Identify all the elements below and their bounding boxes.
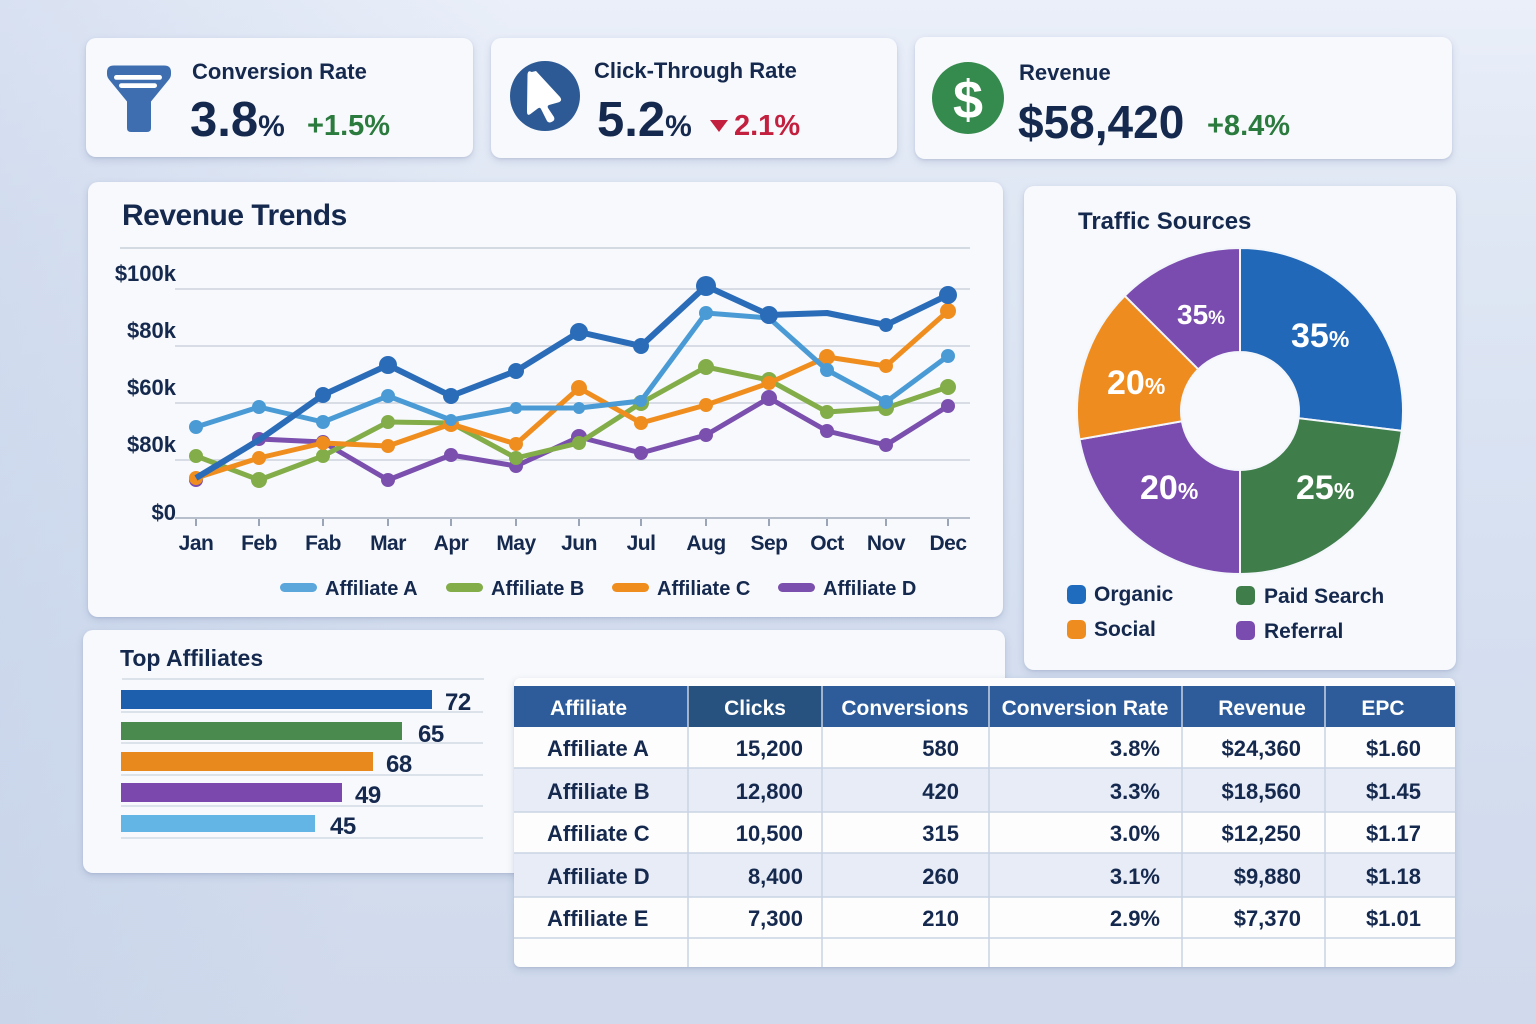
- svg-text:$80k: $80k: [127, 432, 177, 457]
- svg-text:65: 65: [418, 721, 444, 748]
- svg-text:12,800: 12,800: [736, 779, 803, 804]
- svg-text:Affiliate: Affiliate: [550, 697, 627, 720]
- svg-text:15,200: 15,200: [736, 736, 803, 761]
- svg-text:68: 68: [386, 751, 412, 778]
- svg-text:May: May: [496, 532, 536, 555]
- svg-text:Affiliate A: Affiliate A: [325, 578, 418, 600]
- svg-text:580: 580: [922, 736, 959, 761]
- svg-text:EPC: EPC: [1361, 697, 1404, 720]
- svg-text:Fab: Fab: [305, 532, 341, 555]
- svg-text:Sep: Sep: [750, 532, 787, 555]
- svg-text:$100k: $100k: [115, 261, 177, 286]
- svg-text:260: 260: [922, 864, 959, 889]
- svg-text:$1.45: $1.45: [1366, 779, 1421, 804]
- svg-text:Social: Social: [1094, 618, 1156, 641]
- svg-text:$1.01: $1.01: [1366, 906, 1421, 931]
- svg-text:Affiliate B: Affiliate B: [547, 779, 650, 804]
- svg-text:$1.17: $1.17: [1366, 821, 1421, 846]
- svg-text:3.1%: 3.1%: [1110, 864, 1160, 889]
- svg-text:$1.18: $1.18: [1366, 864, 1421, 889]
- svg-text:Affiliate B: Affiliate B: [491, 578, 584, 600]
- svg-text:Jul: Jul: [627, 532, 656, 555]
- svg-text:$1.60: $1.60: [1366, 736, 1421, 761]
- svg-text:Affiliate D: Affiliate D: [547, 864, 650, 889]
- svg-text:72: 72: [445, 689, 471, 716]
- svg-text:Paid Search: Paid Search: [1264, 585, 1384, 608]
- svg-text:Nov: Nov: [867, 532, 906, 555]
- svg-text:10,500: 10,500: [736, 821, 803, 846]
- svg-text:Affiliate E: Affiliate E: [547, 906, 648, 931]
- svg-text:Jun: Jun: [561, 532, 597, 555]
- svg-text:3.8%: 3.8%: [1110, 736, 1160, 761]
- svg-text:Apr: Apr: [434, 532, 469, 555]
- svg-text:Feb: Feb: [241, 532, 277, 555]
- svg-text:Mar: Mar: [370, 532, 406, 555]
- svg-text:3.0%: 3.0%: [1110, 821, 1160, 846]
- svg-text:Conversions: Conversions: [841, 697, 968, 720]
- svg-text:Affiliate C: Affiliate C: [657, 578, 750, 600]
- svg-text:$12,250: $12,250: [1221, 821, 1301, 846]
- svg-text:$9,880: $9,880: [1234, 864, 1301, 889]
- svg-text:420: 420: [922, 779, 959, 804]
- svg-text:Organic: Organic: [1094, 583, 1174, 606]
- svg-text:Affiliate A: Affiliate A: [547, 736, 649, 761]
- svg-text:$0: $0: [152, 500, 176, 525]
- svg-text:$60k: $60k: [127, 375, 177, 400]
- svg-text:7,300: 7,300: [748, 906, 803, 931]
- svg-text:Referral: Referral: [1264, 620, 1343, 643]
- svg-text:2.9%: 2.9%: [1110, 906, 1160, 931]
- svg-text:Affiliate D: Affiliate D: [823, 578, 916, 600]
- svg-text:$24,360: $24,360: [1221, 736, 1301, 761]
- svg-text:$80k: $80k: [127, 318, 177, 343]
- svg-text:Aug: Aug: [686, 532, 725, 555]
- svg-text:Revenue: Revenue: [1218, 697, 1306, 720]
- svg-text:210: 210: [922, 906, 959, 931]
- svg-text:Jan: Jan: [179, 532, 214, 555]
- svg-text:$: $: [953, 70, 983, 130]
- svg-text:$7,370: $7,370: [1234, 906, 1301, 931]
- svg-text:45: 45: [330, 813, 356, 840]
- svg-text:315: 315: [922, 821, 959, 846]
- svg-text:8,400: 8,400: [748, 864, 803, 889]
- svg-text:Clicks: Clicks: [724, 697, 786, 720]
- svg-text:Conversion Rate: Conversion Rate: [1002, 697, 1169, 720]
- svg-text:Oct: Oct: [810, 532, 844, 555]
- svg-text:Affiliate C: Affiliate C: [547, 821, 650, 846]
- svg-text:49: 49: [355, 782, 381, 809]
- svg-text:3.3%: 3.3%: [1110, 779, 1160, 804]
- svg-text:$18,560: $18,560: [1221, 779, 1301, 804]
- svg-text:Dec: Dec: [929, 532, 967, 555]
